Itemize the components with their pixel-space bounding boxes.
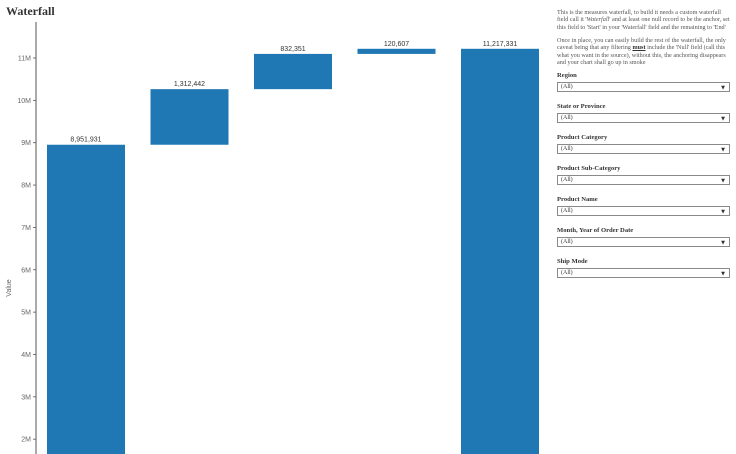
dropdown-value: (All) [561, 238, 573, 245]
chevron-down-icon: ▼ [721, 270, 725, 277]
bar-data-label: 832,351 [280, 46, 305, 53]
y-tick-label: 9M [21, 140, 31, 147]
bar-data-label: 8,951,931 [70, 137, 101, 144]
dropdown-value: (All) [561, 145, 573, 152]
filter-product-name: Product Name (All) ▼ [557, 196, 730, 216]
dropdown-value: (All) [561, 269, 573, 276]
filter-label: Product Name [557, 195, 598, 203]
filter-label: Product Category [557, 133, 608, 141]
filter-state-or-province: State or Province (All) ▼ [557, 103, 730, 123]
y-tick-label: 2M [21, 437, 31, 444]
ship-mode-dropdown[interactable]: (All) ▼ [557, 267, 730, 278]
y-tick-label: 7M [21, 225, 31, 232]
state-or-province-dropdown[interactable]: (All) ▼ [557, 112, 730, 123]
product-name-dropdown[interactable]: (All) ▼ [557, 205, 730, 216]
chevron-down-icon: ▼ [721, 177, 725, 184]
product-category-dropdown[interactable]: (All) ▼ [557, 143, 730, 154]
chevron-down-icon: ▼ [721, 208, 725, 215]
y-tick-label: 11M [18, 56, 31, 63]
y-tick-label: 8M [21, 183, 31, 190]
y-tick-label: 5M [21, 310, 31, 317]
region-dropdown[interactable]: (All) ▼ [557, 81, 730, 92]
filter-label: State or Province [557, 102, 606, 110]
y-tick-label: 10M [17, 98, 31, 105]
filter-product-category: Product Category (All) ▼ [557, 134, 730, 154]
filter-label: Region [557, 71, 577, 79]
chevron-down-icon: ▼ [721, 239, 725, 246]
filter-order-date: Month, Year of Order Date (All) ▼ [557, 227, 730, 247]
description-paragraph-1: This is the measures waterfall, to build… [557, 9, 730, 31]
chart-title: Waterfall [6, 4, 55, 18]
filter-region: Region (All) ▼ [557, 72, 730, 92]
description-paragraph-2: Once in place, you can easily build the … [557, 36, 726, 66]
filter-label: Month, Year of Order Date [557, 226, 634, 234]
bar-data-label: 11,217,331 [483, 41, 518, 48]
dropdown-value: (All) [561, 207, 573, 214]
waterfall-bar [357, 48, 436, 54]
chevron-down-icon: ▼ [721, 146, 725, 153]
waterfall-bar [150, 89, 229, 145]
filter-product-sub-category: Product Sub-Category (All) ▼ [557, 165, 730, 185]
chevron-down-icon: ▼ [721, 84, 725, 91]
waterfall-bar [254, 53, 332, 90]
side-panel: This is the measures waterfall, to build… [557, 9, 730, 289]
filter-label: Product Sub-Category [557, 164, 621, 172]
y-tick-label: 4M [21, 352, 31, 359]
y-axis-title: Value [6, 279, 13, 296]
filter-ship-mode: Ship Mode (All) ▼ [557, 258, 730, 278]
waterfall-chart: 2M 3M 4M 5M 6M 7M 8M 9M 10M 11M Value 8,951,931 1,31… [6, 22, 539, 454]
y-tick-label: 3M [21, 394, 31, 401]
product-sub-category-dropdown[interactable]: (All) ▼ [557, 174, 730, 185]
dropdown-value: (All) [561, 114, 573, 121]
y-tick-label: 6M [21, 267, 31, 274]
chevron-down-icon: ▼ [721, 115, 725, 122]
bar-data-label: 120,607 [384, 41, 409, 48]
dropdown-value: (All) [561, 83, 573, 90]
bar-data-label: 1,312,442 [174, 81, 205, 88]
dropdown-value: (All) [561, 176, 573, 183]
filter-label: Ship Mode [557, 257, 588, 265]
waterfall-bar [47, 144, 125, 454]
waterfall-bar [461, 48, 539, 454]
order-date-dropdown[interactable]: (All) ▼ [557, 236, 730, 247]
